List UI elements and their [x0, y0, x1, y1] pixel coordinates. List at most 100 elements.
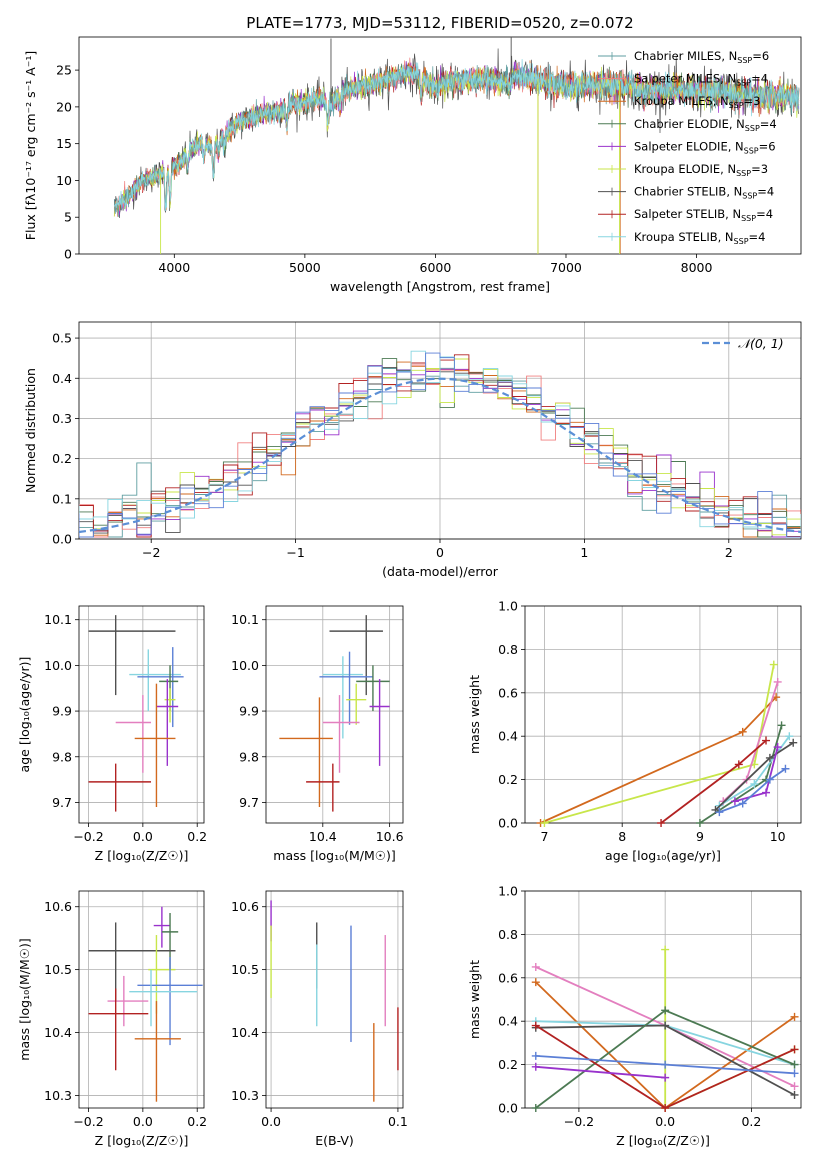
- mass-vs-EBV-xtick-label: 0.1: [388, 1114, 408, 1129]
- age-vs-mass-ytick-label: 10.1: [231, 612, 259, 627]
- residuals-ytick-label: 0.1: [52, 491, 72, 506]
- legend-entry-label: Salpeter MILES, N: [634, 72, 736, 86]
- mass-vs-EBV-axes: 0.0 0.1 10.3 10.4 10.5 10.6 E(B-V): [231, 891, 408, 1148]
- mass-weight-vs-Z-xtick-label: 0.2: [741, 1114, 761, 1129]
- residual-histogram: [79, 350, 801, 538]
- mass-weight-vs-age-marker: [762, 788, 771, 797]
- mass-vs-Z-ytick-label: 10.5: [44, 962, 72, 977]
- residuals-ytick-label: 0.0: [52, 532, 72, 547]
- mass-weight-vs-age-xtick-label: 7: [540, 829, 548, 844]
- age-vs-Z-frame: [78, 605, 205, 824]
- mass-vs-EBV-ytick-label: 10.3: [231, 1088, 259, 1103]
- residuals-xtick-label: 1: [580, 545, 588, 560]
- legend-entry-label: Salpeter STELIB, N: [634, 207, 741, 221]
- mass-weight-vs-Z-line: [535, 1065, 666, 1079]
- mass-weight-vs-age-line: [719, 768, 787, 813]
- legend-entry: Salpeter STELIB, NSSP=4: [634, 207, 773, 223]
- legend-entry-sub: SSP: [745, 124, 760, 133]
- residuals-xlabel: (data-model)/error: [382, 564, 499, 579]
- age-vs-mass-ytick-label: 9.9: [239, 704, 259, 719]
- age-vs-mass-xtick-label: 10.4: [309, 829, 337, 844]
- mass-vs-Z-ytick-label: 10.4: [44, 1025, 72, 1040]
- legend-entry: Kroupa MILES, NSSP=3: [634, 94, 760, 110]
- legend-entry-sub: SSP: [736, 169, 751, 178]
- mass-weight-vs-age-marker: [781, 764, 790, 773]
- spectrum-xtick-label: 5000: [289, 260, 321, 275]
- residuals-xtick-label: 0: [436, 545, 444, 560]
- legend-entry-sub: SSP: [744, 146, 759, 155]
- mass-vs-EBV-ytick-label: 10.4: [231, 1025, 259, 1040]
- mass-weight-vs-age-marker: [540, 819, 549, 827]
- age-vs-Z-xtick-label: −0.2: [73, 829, 103, 844]
- legend-entry-label: Kroupa MILES, N: [634, 94, 729, 108]
- spectrum-xtick-label: 4000: [158, 260, 190, 275]
- mass-weight-vs-Z-ytick-label: 0.2: [498, 1057, 518, 1072]
- age-vs-mass-ytick-label: 10.0: [231, 658, 259, 673]
- mass-weight-vs-Z-marker: [661, 1073, 670, 1082]
- legend-entry-tail: =4: [749, 230, 766, 244]
- mass-weight-vs-Z-marker: [790, 1012, 799, 1021]
- mass-weight-vs-age-xtick-label: 9: [696, 829, 704, 844]
- legend-entry-label: Chabrier ELODIE, N: [634, 117, 745, 131]
- mass-vs-EBV-xlabel: E(B-V): [315, 1133, 354, 1148]
- legend-entry: Chabrier STELIB, NSSP=4: [634, 185, 774, 201]
- legend-entry-sub: SSP: [737, 56, 752, 65]
- mass-weight-vs-Z-marker: [661, 945, 670, 954]
- legend-entry: Salpeter MILES, NSSP=4: [634, 72, 768, 88]
- residuals-ytick-label: 0.5: [52, 331, 72, 346]
- mass-weight-vs-age-ytick-label: 0.0: [498, 816, 518, 831]
- mass-weight-vs-age-xlabel: age [log₁₀(age/yr)]: [605, 848, 721, 863]
- legend-entry-sub: SSP: [736, 79, 751, 88]
- mass-vs-Z-ytick-label: 10.3: [44, 1088, 72, 1103]
- mass-weight-vs-Z-marker: [790, 1090, 799, 1099]
- legend-entry: Chabrier MILES, NSSP=6: [634, 49, 769, 65]
- age-vs-mass-frame: [265, 605, 404, 824]
- age-vs-Z-ytick-label: 10.0: [44, 658, 72, 673]
- mass-weight-vs-Z-marker: [531, 1021, 540, 1030]
- age-vs-Z-axes: −0.2 0.0 0.2 9.7 9.8 9.9 10.0 10.1 Z [log₁₀(Z/Z☉…: [17, 606, 207, 863]
- mass-weight-vs-age-ytick-label: 1.0: [498, 599, 518, 614]
- age-vs-Z-ytick-label: 9.7: [52, 795, 72, 810]
- legend-entry: Kroupa ELODIE, NSSP=3: [634, 162, 768, 178]
- mass-weight-vs-Z-marker: [661, 1021, 670, 1030]
- spectrum-ylabel: Flux [fλ10⁻¹⁷ erg cm⁻² s⁻¹ A⁻¹]: [23, 51, 38, 240]
- mass-weight-vs-age-marker: [765, 775, 774, 784]
- mass-weight-vs-Z-ylabel: mass weight: [467, 960, 482, 1039]
- mass-vs-EBV-xtick-label: 0.0: [261, 1114, 281, 1129]
- spectrum-axes: 4000 5000 6000 7000 8000 0 5 10 15 20 25 wavelength…: [23, 51, 713, 294]
- legend-entry-tail: =4: [760, 117, 777, 131]
- mass-weight-vs-age-ytick-label: 0.2: [498, 772, 518, 787]
- mass-weight-vs-Z-marker: [661, 1006, 670, 1015]
- age-vs-mass-xlabel: mass [log₁₀(M/M☉)]: [273, 848, 395, 863]
- legend-entry-sub: SSP: [734, 237, 749, 246]
- mass-weight-vs-Z-marker: [531, 962, 540, 971]
- residuals-ytick-label: 0.2: [52, 451, 72, 466]
- spectrum-line: [113, 59, 800, 212]
- legend-entry-sub: SSP: [729, 101, 744, 110]
- mass-vs-Z-frame: [78, 890, 205, 1109]
- legend-entry-label: Chabrier STELIB, N: [634, 185, 742, 199]
- mass-weight-vs-age-marker: [777, 721, 786, 730]
- mass-weight-vs-age-xtick-label: 8: [618, 829, 626, 844]
- panels: 4000 5000 6000 7000 80000510152025wavelength…: [17, 36, 802, 1148]
- mass-weight-vs-age-marker: [785, 732, 794, 741]
- mass-weight-vs-Z-xtick-label: 0.0: [655, 1114, 675, 1129]
- spectrum-ytick-label: 5: [64, 210, 72, 225]
- age-vs-mass-xtick-label: 10.6: [376, 829, 404, 844]
- gaussian-legend-label: 𝒩(0, 1): [738, 336, 784, 351]
- spectrum-frame: [78, 36, 802, 255]
- residuals-xtick-label: −1: [286, 545, 304, 560]
- legend-entry-label: Kroupa STELIB, N: [634, 230, 734, 244]
- mass-weight-vs-age-marker: [657, 819, 666, 827]
- age-vs-Z-xlabel: Z [log₁₀(Z/Z☉)]: [95, 848, 189, 863]
- legend-entry: Salpeter ELODIE, NSSP=6: [634, 139, 776, 155]
- legend-entry-tail: =6: [759, 139, 776, 153]
- age-vs-mass-ytick-label: 9.8: [239, 749, 259, 764]
- residuals-ytick-label: 0.4: [52, 371, 72, 386]
- mass-weight-vs-Z-marker: [661, 1104, 670, 1112]
- mass-weight-vs-Z-marker: [531, 1104, 540, 1112]
- spectrum-xtick-label: 7000: [550, 260, 582, 275]
- mass-weight-vs-age-xtick-label: 10: [770, 829, 786, 844]
- residuals-ylabel: Normed distribution: [23, 368, 38, 493]
- age-vs-Z-xtick-label: 0.2: [187, 829, 207, 844]
